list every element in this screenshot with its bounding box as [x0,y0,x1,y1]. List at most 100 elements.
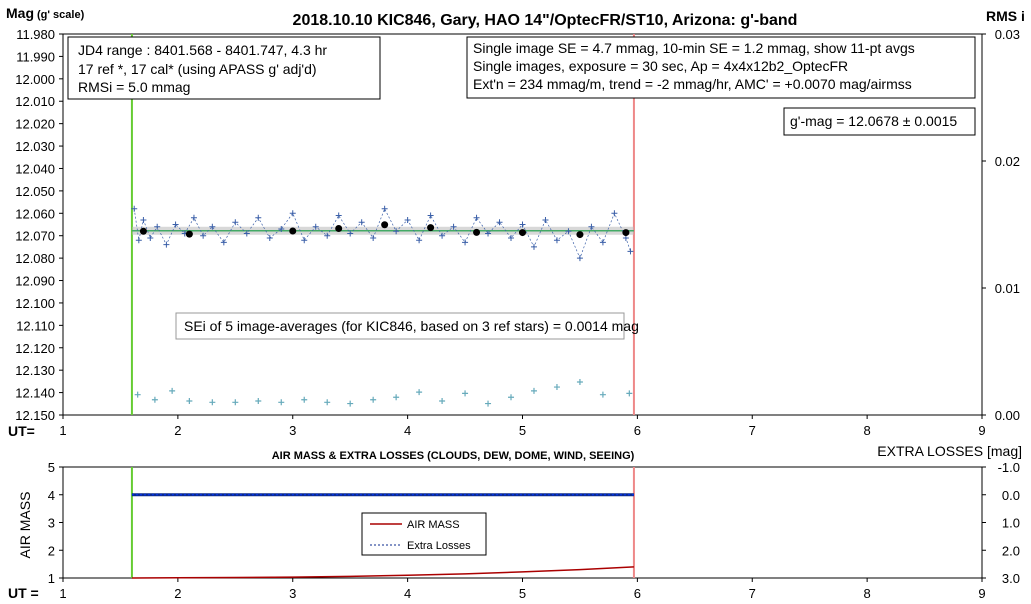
single-image-point [358,219,365,226]
image-average-point [622,229,630,237]
info-extinction: Ext'n = 234 mmag/m, trend = -2 mmag/hr, … [473,76,912,92]
info-ref-count: 17 ref *, 17 cal* (using APASS g' adj'd) [78,61,317,77]
y-tick-label-0-15: 12.130 [15,363,55,378]
single-image-point [163,241,170,248]
x-tick-label-1-1: 2 [174,586,181,601]
image-average-point [381,221,389,229]
rms-point [169,387,176,394]
info-rmsi: RMSi = 5.0 mmag [78,79,190,95]
y-tick-label-0-7: 12.050 [15,184,55,199]
x-tick-label-1-0: 1 [59,586,66,601]
single-image-point [289,210,296,217]
x-tick-label-1-2: 3 [289,586,296,601]
lower-legend: AIR MASS Extra Losses [361,512,487,556]
y2-tick-label-0-0: 0.03 [995,27,1020,42]
single-image-point [381,205,388,212]
rms-point [462,390,469,397]
single-image-point [154,223,161,230]
x-tick-label-0-2: 3 [289,423,296,438]
single-image-point [255,214,262,221]
lower-data-marks [130,467,635,579]
single-image-point [576,255,583,262]
single-image-point [209,223,216,230]
image-average-point [139,227,147,235]
single-image-point [565,228,572,235]
rms-point [553,384,560,391]
rms-point [530,387,537,394]
single-image-point [243,230,250,237]
y-tick-label-0-0: 11.980 [16,27,55,42]
lower-plot-frame [62,466,983,579]
x-tick-label-0-8: 9 [978,423,985,438]
x-tick-label-0-7: 8 [864,423,871,438]
single-image-point [370,234,377,241]
single-image-point [427,212,434,219]
y-tick-label-0-5: 12.030 [15,139,55,154]
y-tick-label-0-11: 12.090 [15,274,55,289]
single-image-point [266,234,273,241]
rms-point [485,400,492,407]
single-image-point [542,217,549,224]
y-tick-label-1-0: 1 [48,571,55,586]
main-chart-title: 2018.10.10 KIC846, Gary, HAO 14"/OptecFR… [293,12,798,29]
legend-air-mass: AIR MASS [407,519,460,531]
x-tick-label-1-5: 6 [634,586,641,601]
y-tick-label-0-16: 12.140 [15,386,55,401]
single-image-point [439,232,446,239]
y-tick-label-0-2: 12.000 [15,72,55,87]
lower-chart-title: AIR MASS & EXTRA LOSSES (CLOUDS, DEW, DO… [272,450,635,462]
image-average-point [576,231,584,239]
y2-tick-label-0-1: 0.02 [995,154,1020,169]
y-tick-label-0-10: 12.080 [15,251,55,266]
rms-point [347,400,354,407]
single-image-point [278,225,285,232]
info-box-left: JD4 range : 8401.568 - 8401.747, 4.3 hr … [67,36,381,100]
single-image-point [462,239,469,246]
single-image-point [232,219,239,226]
y2-tick-label-1-3: 2.0 [1002,543,1020,558]
single-image-point [393,228,400,235]
lower-axis-ticks: 1 2 3 4 5 6 7 8 9 1 2 3 4 5 -1.0 0.0 1.0 2.0 3.0 [48,460,1020,601]
y-tick-label-1-4: 5 [48,460,55,475]
y2-tick-label-1-1: 0.0 [1002,488,1020,503]
single-image-point [519,221,526,228]
rms-point [278,399,285,406]
y2-tick-label-1-2: 1.0 [1002,516,1020,531]
y2-tick-label-1-0: -1.0 [998,460,1020,475]
rms-point [301,396,308,403]
single-image-point [473,214,480,221]
x-tick-label-1-6: 7 [749,586,756,601]
rms-point [209,399,216,406]
single-image-point [335,212,342,219]
single-image-point [301,237,308,244]
x-tick-label-1-4: 5 [519,586,526,601]
single-image-point [599,239,606,246]
rms-point [439,398,446,405]
single-image-point [172,221,179,228]
single-image-point [404,217,411,224]
rms-point [393,394,400,401]
legend-extra-losses: Extra Losses [407,540,471,552]
y-tick-label-0-13: 12.110 [16,318,55,333]
single-image-point [627,248,634,255]
single-image-point [416,237,423,244]
rms-point [151,396,158,403]
single-image-point [553,237,560,244]
y-tick-label-0-1: 11.990 [16,49,55,64]
y2-tick-label-1-4: 3.0 [1002,571,1020,586]
single-image-point [147,234,154,241]
single-image-point [588,223,595,230]
x-tick-label-0-0: 1 [59,423,66,438]
rms-point [599,391,606,398]
single-image-point [508,234,515,241]
rms-point [626,390,633,397]
x-tick-label-0-6: 7 [749,423,756,438]
info-jd4-range: JD4 range : 8401.568 - 8401.747, 4.3 hr [78,42,327,58]
y-tick-label-0-6: 12.040 [15,161,55,176]
single-image-point [312,223,319,230]
lower-y-axis-label: AIR MASS [17,492,33,559]
y2-tick-label-0-2: 0.01 [995,281,1020,296]
image-average-point [335,225,343,233]
